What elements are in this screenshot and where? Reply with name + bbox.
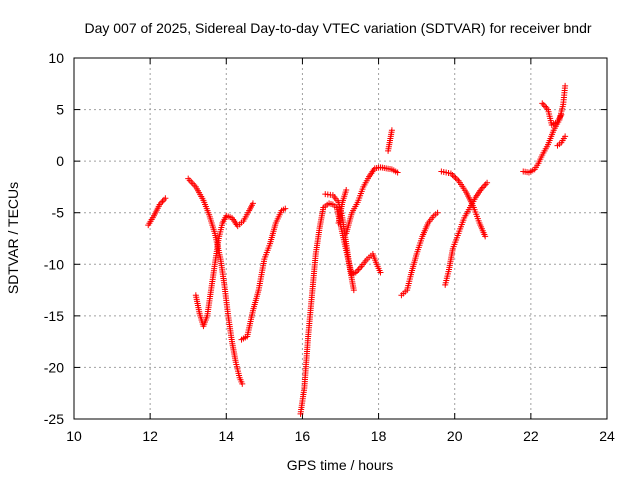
data-point — [394, 169, 401, 176]
data-point — [558, 111, 565, 118]
data-track — [438, 168, 489, 240]
data-point — [481, 182, 488, 189]
data-point — [453, 176, 460, 183]
data-track — [442, 179, 491, 288]
chart-title: Day 007 of 2025, Sidereal Day-to-day VTE… — [84, 20, 591, 36]
data-points — [145, 82, 569, 417]
data-point — [377, 269, 384, 276]
data-point — [350, 287, 357, 294]
data-point — [282, 205, 289, 212]
data-track — [238, 205, 289, 343]
data-point — [388, 127, 395, 134]
y-tick-label: -15 — [44, 308, 64, 324]
data-track — [297, 200, 384, 417]
y-tick-label: -25 — [44, 411, 64, 427]
data-point — [357, 264, 364, 271]
data-point — [162, 195, 169, 202]
data-point — [539, 100, 546, 107]
x-tick-label: 16 — [295, 428, 311, 444]
data-point — [160, 196, 167, 203]
y-tick-label: -5 — [52, 205, 65, 221]
data-track — [335, 187, 350, 227]
data-track — [554, 133, 569, 149]
x-axis-label: GPS time / hours — [287, 457, 394, 473]
x-tick-label: 14 — [218, 428, 234, 444]
x-tick-label: 18 — [371, 428, 387, 444]
data-point — [355, 266, 362, 273]
data-point — [562, 133, 569, 140]
y-tick-label: -20 — [44, 359, 64, 375]
plot-frame — [73, 57, 608, 420]
data-point — [540, 101, 547, 108]
data-track — [539, 100, 565, 129]
y-tick-label: 10 — [48, 50, 64, 66]
data-track — [343, 164, 401, 237]
data-point — [482, 181, 489, 188]
y-tick-label: 5 — [56, 102, 64, 118]
y-axis-label: SDTVAR / TECUs — [5, 182, 21, 294]
data-track — [192, 200, 256, 330]
data-point — [542, 103, 549, 110]
x-tick-label: 24 — [599, 428, 615, 444]
x-tick-label: 22 — [523, 428, 539, 444]
data-point — [239, 380, 246, 387]
data-point — [450, 173, 457, 180]
grid — [74, 58, 607, 419]
x-tick-label: 12 — [142, 428, 158, 444]
x-tick-label: 10 — [66, 428, 82, 444]
data-point — [249, 200, 256, 207]
axis-ticks: 10 12 14 16 18 20 22 24 10 5 0 -5 -10 -15 -20 -25 — [44, 50, 615, 444]
data-track — [185, 175, 246, 387]
data-point — [434, 209, 441, 216]
y-tick-label: -10 — [44, 256, 64, 272]
data-point — [343, 187, 350, 194]
data-track — [145, 195, 169, 229]
data-point — [159, 198, 166, 205]
data-point — [452, 174, 459, 181]
data-point — [562, 82, 569, 89]
data-track — [398, 209, 441, 299]
x-tick-label: 20 — [447, 428, 463, 444]
data-track — [322, 191, 357, 294]
data-point — [484, 179, 491, 186]
y-tick-label: 0 — [56, 153, 64, 169]
data-point — [482, 233, 489, 240]
data-track — [385, 127, 395, 154]
